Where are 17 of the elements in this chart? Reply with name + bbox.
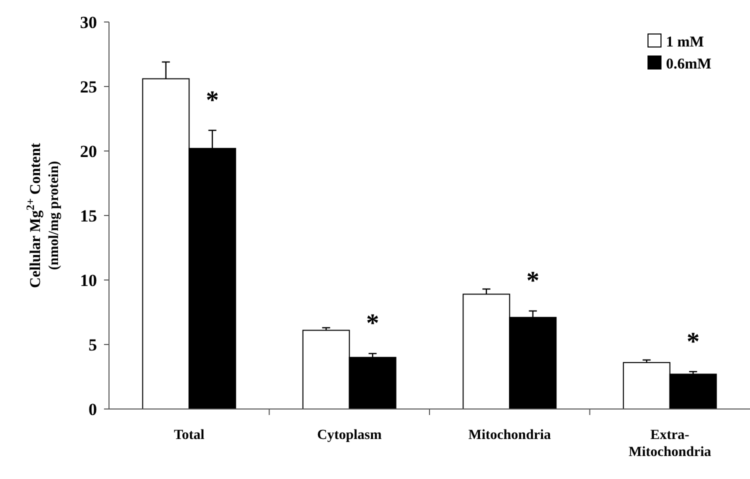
x-tick-label: Total bbox=[174, 428, 205, 443]
y-tick-label: 25 bbox=[80, 77, 97, 96]
annotation: * bbox=[206, 86, 219, 115]
y-tick-label: 15 bbox=[80, 206, 97, 226]
y-tick-label: 0 bbox=[88, 400, 97, 419]
x-tick-label: Extra- Mitochondria bbox=[628, 428, 712, 460]
legend-label: 1 mM bbox=[666, 34, 704, 50]
y-tick-label: 30 bbox=[80, 12, 97, 32]
y-tick-label: 5 bbox=[88, 335, 97, 354]
annotation: * bbox=[366, 308, 380, 338]
legend-label: 0.6mM bbox=[666, 56, 712, 72]
x-tick-label: Mitochondria bbox=[468, 428, 551, 443]
annotation: * bbox=[526, 266, 540, 296]
y-tick-label: 20 bbox=[80, 142, 97, 161]
y-tick-label: 10 bbox=[80, 270, 97, 290]
annotation: * bbox=[686, 326, 700, 356]
x-tick-label: Cytoplasm bbox=[317, 428, 382, 443]
